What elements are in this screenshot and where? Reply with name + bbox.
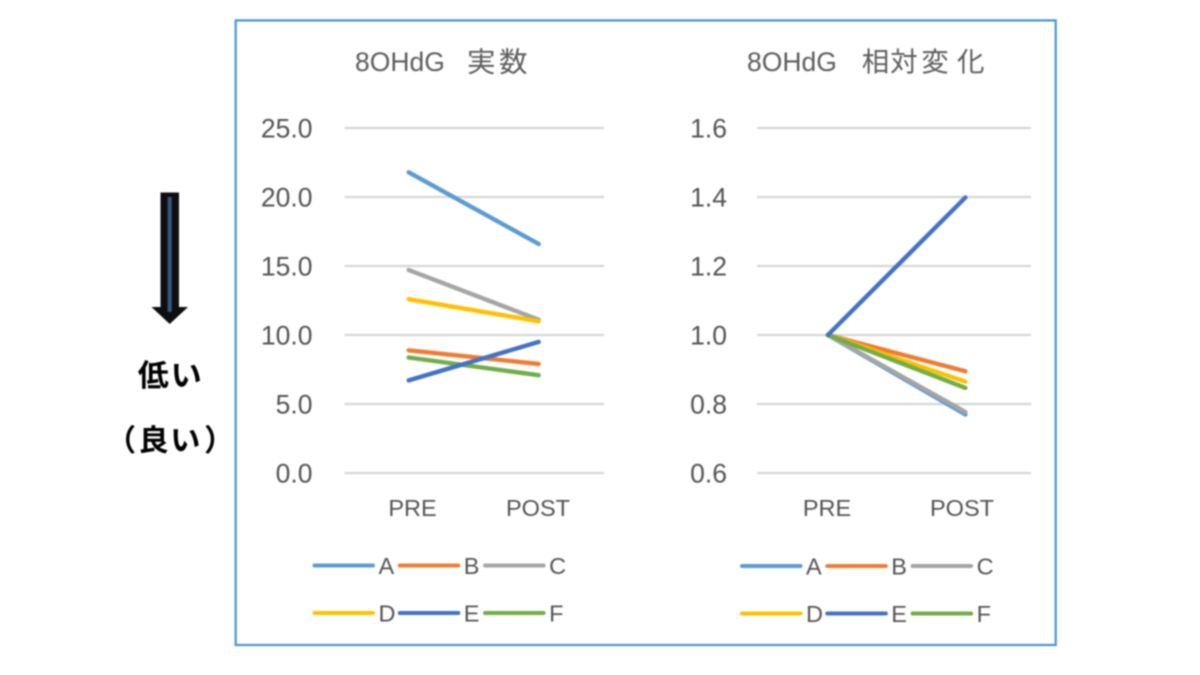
svg-text:A: A bbox=[806, 554, 822, 580]
svg-text:C: C bbox=[977, 554, 994, 580]
svg-text:1.4: 1.4 bbox=[690, 182, 727, 212]
svg-text:0.0: 0.0 bbox=[276, 458, 313, 488]
svg-text:E: E bbox=[891, 601, 907, 627]
svg-text:1.0: 1.0 bbox=[690, 320, 727, 350]
svg-text:8OHdG: 8OHdG bbox=[747, 47, 837, 77]
svg-text:F: F bbox=[977, 601, 991, 627]
svg-text:5.0: 5.0 bbox=[276, 389, 313, 419]
svg-text:C: C bbox=[549, 553, 566, 579]
svg-text:E: E bbox=[464, 601, 480, 627]
svg-text:B: B bbox=[891, 554, 907, 580]
svg-text:POST: POST bbox=[506, 495, 570, 521]
svg-text:B: B bbox=[464, 553, 480, 579]
svg-text:F: F bbox=[549, 601, 563, 627]
svg-text:1.2: 1.2 bbox=[690, 251, 727, 281]
svg-text:PRE: PRE bbox=[803, 495, 851, 521]
svg-text:D: D bbox=[379, 601, 396, 627]
svg-text:0.8: 0.8 bbox=[690, 389, 727, 419]
svg-text:25.0: 25.0 bbox=[261, 113, 313, 143]
svg-text:1.6: 1.6 bbox=[690, 113, 727, 143]
svg-text:POST: POST bbox=[930, 495, 994, 521]
svg-text:15.0: 15.0 bbox=[261, 251, 313, 281]
svg-text:0.6: 0.6 bbox=[690, 458, 727, 488]
svg-text:10.0: 10.0 bbox=[261, 320, 313, 350]
svg-text:PRE: PRE bbox=[388, 495, 436, 521]
svg-text:8OHdG: 8OHdG bbox=[355, 47, 445, 77]
svg-text:20.0: 20.0 bbox=[261, 182, 313, 212]
svg-text:D: D bbox=[806, 601, 823, 627]
svg-text:A: A bbox=[379, 553, 395, 579]
